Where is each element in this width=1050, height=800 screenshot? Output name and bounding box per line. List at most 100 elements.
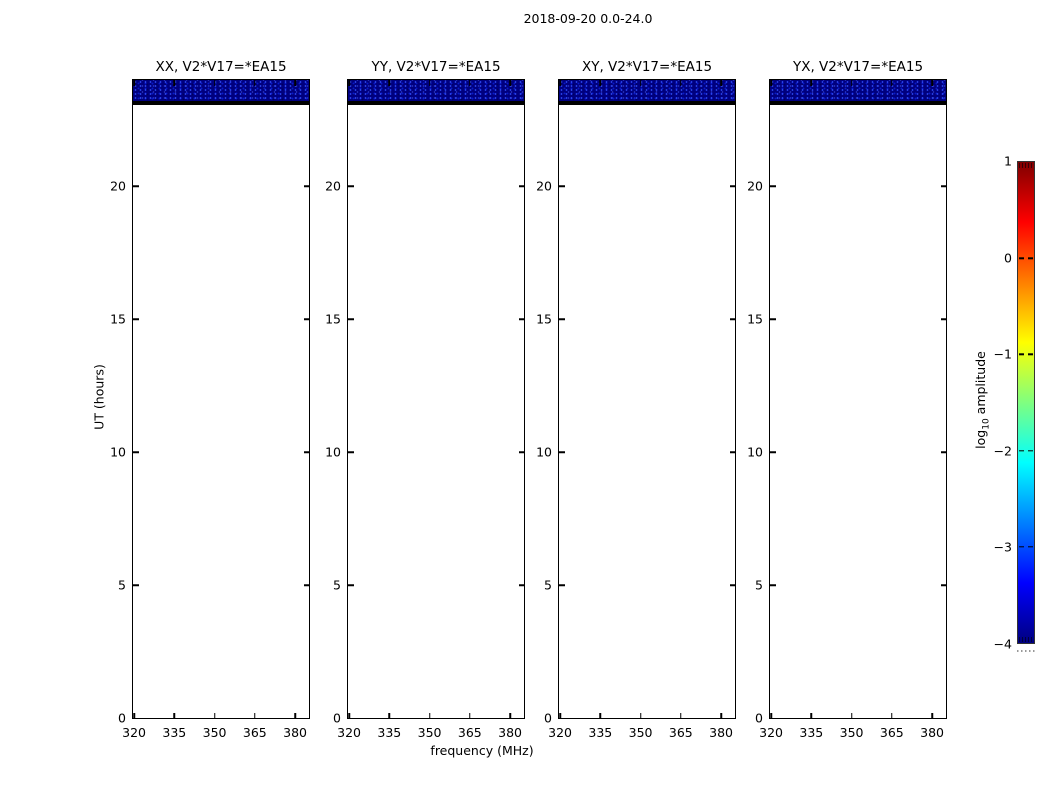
y-tick-left bbox=[559, 451, 565, 453]
y-tick-label: 0 bbox=[544, 710, 552, 726]
x-tick-label: 365 bbox=[668, 725, 693, 740]
colorbar-tick-left bbox=[1019, 546, 1024, 548]
y-tick-right bbox=[303, 185, 309, 188]
x-tick-bottom bbox=[388, 712, 391, 718]
x-tick-top bbox=[428, 80, 431, 86]
colorbar-tick-right bbox=[1028, 353, 1033, 356]
y-tick-right bbox=[729, 318, 735, 320]
y-tick-right bbox=[940, 451, 946, 453]
x-tick-top bbox=[850, 80, 853, 86]
x-tick-label: 320 bbox=[548, 725, 572, 740]
colorbar-tick-left bbox=[1019, 449, 1024, 452]
x-tick-label: 335 bbox=[799, 725, 824, 740]
x-tick-bottom bbox=[294, 712, 296, 718]
y-tick-right bbox=[518, 584, 524, 586]
y-tick-left bbox=[133, 318, 139, 320]
y-tick-right bbox=[940, 185, 946, 188]
y-tick-label: 20 bbox=[110, 178, 126, 194]
colorbar-label-suffix: amplitude bbox=[972, 351, 988, 419]
y-tick-label: 0 bbox=[118, 710, 126, 726]
x-tick-label: 335 bbox=[377, 725, 402, 740]
x-tick-label: 350 bbox=[417, 725, 442, 740]
x-tick-top bbox=[720, 80, 722, 86]
y-tick-label: 5 bbox=[118, 577, 126, 593]
data-band-solid bbox=[348, 101, 524, 106]
x-tick-top bbox=[469, 80, 471, 86]
x-tick-bottom bbox=[254, 712, 256, 718]
data-band-noise bbox=[770, 80, 946, 102]
y-tick-label: 15 bbox=[747, 311, 763, 327]
x-tick-label: 380 bbox=[920, 725, 944, 740]
y-tick-right bbox=[518, 451, 524, 453]
panel-title-xy: XY, V2*V17=*EA15 bbox=[581, 59, 713, 75]
y-tick-label: 20 bbox=[536, 178, 552, 194]
data-band-noise bbox=[348, 80, 524, 102]
x-tick-top bbox=[931, 80, 933, 86]
panel-xy: XY, V2*V17=*EA15 320 335 350 365 380 20 15 10 5 0 bbox=[536, 59, 736, 740]
x-tick-bottom bbox=[559, 712, 561, 718]
x-tick-label: 365 bbox=[879, 725, 904, 740]
y-tick-left bbox=[348, 451, 354, 453]
x-tick-top bbox=[810, 80, 813, 86]
panel-title-yy: YY, V2*V17=*EA15 bbox=[371, 59, 501, 75]
x-tick-bottom bbox=[509, 712, 511, 718]
y-tick-label: 5 bbox=[755, 577, 763, 593]
y-tick-left bbox=[133, 451, 139, 453]
colorbar-tick-label: −1 bbox=[993, 346, 1012, 362]
y-tick-right bbox=[940, 584, 946, 586]
x-tick-bottom bbox=[599, 712, 602, 718]
x-tick-bottom bbox=[810, 712, 813, 718]
panel-yx: YX, V2*V17=*EA15 320 335 350 365 380 20 15 10 5 0 bbox=[747, 59, 947, 740]
x-tick-label: 380 bbox=[283, 725, 307, 740]
colorbar-tick-left bbox=[1019, 257, 1024, 259]
x-tick-label: 365 bbox=[457, 725, 482, 740]
x-tick-top bbox=[639, 80, 642, 86]
y-tick-left bbox=[770, 185, 776, 188]
x-tick-top bbox=[891, 80, 893, 86]
colorbar-bottom-comb bbox=[1019, 637, 1033, 642]
colorbar-tick-label: −4 bbox=[993, 636, 1012, 652]
x-tick-label: 380 bbox=[498, 725, 522, 740]
data-band-solid bbox=[559, 101, 735, 106]
y-tick-label: 20 bbox=[325, 178, 341, 194]
colorbar-label-subscript: 10 bbox=[981, 418, 992, 430]
y-tick-label: 10 bbox=[747, 444, 763, 460]
y-tick-left bbox=[348, 185, 354, 188]
x-tick-bottom bbox=[680, 712, 682, 718]
y-tick-right bbox=[303, 584, 309, 586]
y-tick-left bbox=[133, 584, 139, 586]
y-tick-right bbox=[729, 584, 735, 586]
colorbar-tick-right bbox=[1028, 546, 1033, 548]
x-tick-top bbox=[133, 80, 135, 86]
y-tick-label: 15 bbox=[110, 311, 126, 327]
x-tick-bottom bbox=[469, 712, 471, 718]
x-axis-label: frequency (MHz) bbox=[430, 743, 534, 758]
x-tick-bottom bbox=[931, 712, 933, 718]
x-tick-top bbox=[388, 80, 391, 86]
y-axis-label: UT (hours) bbox=[91, 364, 107, 430]
colorbar bbox=[1017, 161, 1035, 644]
y-tick-left bbox=[559, 185, 565, 188]
y-tick-right bbox=[729, 185, 735, 188]
y-tick-label: 5 bbox=[544, 577, 552, 593]
x-tick-label: 350 bbox=[202, 725, 227, 740]
y-tick-left bbox=[559, 318, 565, 320]
x-tick-bottom bbox=[133, 712, 135, 718]
data-band-solid bbox=[770, 101, 946, 106]
data-band-noise bbox=[133, 80, 309, 102]
colorbar-tick-left bbox=[1019, 353, 1024, 356]
x-tick-bottom bbox=[428, 712, 431, 718]
panel-title-yx: YX, V2*V17=*EA15 bbox=[792, 59, 924, 75]
figure-title: 2018-09-20 0.0-24.0 bbox=[523, 11, 653, 26]
y-tick-left bbox=[348, 318, 354, 320]
x-tick-bottom bbox=[891, 712, 893, 718]
x-tick-label: 320 bbox=[122, 725, 146, 740]
x-tick-top bbox=[213, 80, 216, 86]
x-tick-top bbox=[559, 80, 561, 86]
colorbar-bottom-dots bbox=[1017, 650, 1035, 652]
x-tick-label: 335 bbox=[588, 725, 613, 740]
y-tick-right bbox=[518, 185, 524, 188]
x-tick-label: 335 bbox=[162, 725, 187, 740]
y-tick-right bbox=[518, 318, 524, 320]
x-tick-label: 320 bbox=[337, 725, 361, 740]
